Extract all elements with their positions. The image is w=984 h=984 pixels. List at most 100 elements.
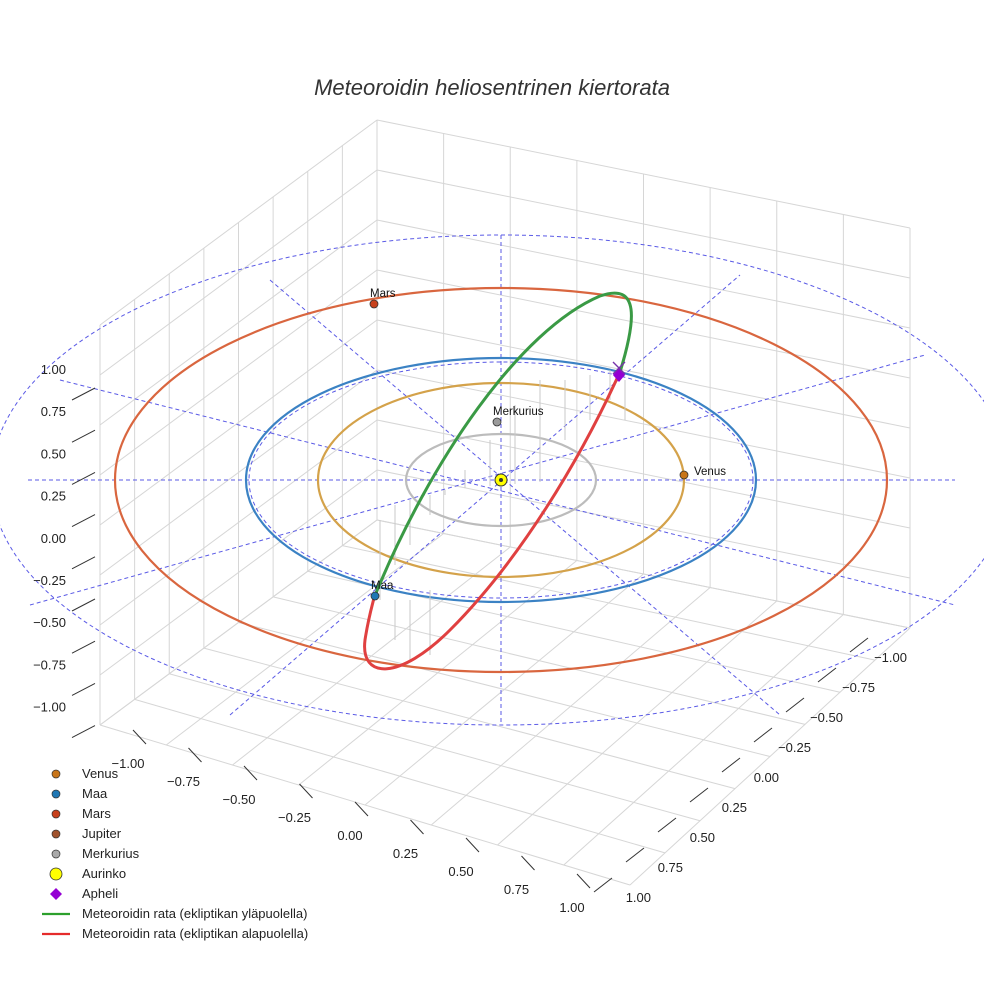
z-tick-label: −1.00 [33,700,66,715]
grid-line [99,419,378,626]
y-tick-label: 0.25 [722,800,747,815]
z-tick-label: 1.00 [41,362,66,377]
planet-orbits [113,286,889,674]
z-tick-mark [71,556,96,570]
z-tick-label: 0.00 [41,531,66,546]
x-tick-mark [243,765,258,781]
label-merkurius: Merkurius [493,406,544,418]
planet-markers: Venus Maa Mars Merkurius [369,288,726,601]
legend-marker [51,789,61,799]
legend-label: Merkurius [82,846,140,861]
legend-marker [51,809,61,819]
grid [99,119,911,886]
marker-mars [369,299,379,309]
orbit-merkurius [404,432,598,528]
axis-ticks: 1.00 0.75 0.50 0.25 0.00 −0.25 −0.50 −0.75 −1.00… [33,362,907,915]
grid-line [99,119,378,326]
x-tick-label: 0.75 [504,882,529,897]
grid-line [430,587,711,826]
z-tick-mark [71,598,96,612]
grid-line [273,596,806,725]
label-mars: Mars [370,288,396,300]
x-tick-label: −1.00 [112,756,145,771]
y-tick-mark [625,847,645,863]
z-tick-mark [71,725,96,739]
y-tick-mark [817,667,837,683]
y-tick-label: 0.00 [754,770,779,785]
z-tick-mark [71,640,96,654]
y-tick-mark [721,757,741,773]
grid-line [342,545,876,661]
grid-line [563,614,844,866]
y-tick-mark [849,637,869,653]
y-tick-label: 0.50 [690,830,715,845]
sun-core [499,478,503,482]
x-tick-mark [132,729,147,745]
x-tick-mark [354,801,369,817]
grid-line [99,219,378,426]
x-tick-label: 0.50 [448,864,473,879]
y-tick-mark [593,877,613,893]
x-tick-label: −0.75 [167,774,200,789]
grid-line [99,469,378,676]
meteoroid-path-below [363,371,622,671]
x-tick-mark [410,819,424,835]
aphelion-cross [612,361,626,375]
y-tick-label: −0.75 [842,680,875,695]
legend-marker [51,849,61,859]
legend-label: Maa [82,786,108,801]
y-tick-mark [657,817,677,833]
x-tick-label: −0.50 [223,792,256,807]
legend-label: Jupiter [82,826,122,841]
orbit-mars [113,286,889,674]
y-tick-mark [689,787,709,803]
legend-label: Meteoroidin rata (ekliptikan alapuolella… [82,926,308,941]
label-venus: Venus [694,466,726,478]
z-tick-mark [71,429,96,443]
legend-label: Mars [82,806,111,821]
orbit-venus [316,381,686,579]
y-tick-label: −1.00 [874,650,907,665]
legend-label: Meteoroidin rata (ekliptikan yläpuolella… [82,906,307,921]
y-tick-label: 0.75 [658,860,683,875]
z-tick-label: 0.25 [41,489,66,504]
grid-line [376,219,911,329]
x-tick-label: −0.25 [278,810,311,825]
marker-merkurius [492,417,502,427]
grid-line [497,600,778,846]
y-tick-mark [785,697,805,713]
legend-marker [51,769,61,779]
marker-maa [370,591,380,601]
meteoroid-droplines [379,370,626,660]
grid-line [99,369,378,576]
legend-marker [50,888,62,900]
x-tick-mark [465,837,480,853]
z-tick-mark [71,514,96,528]
legend-label: Apheli [82,886,118,901]
x-tick-label: 0.00 [337,828,362,843]
grid-line [376,119,911,229]
x-tick-label: 1.00 [559,900,584,915]
y-tick-label: −0.50 [810,710,843,725]
grid-line [99,169,378,376]
legend-marker [51,829,61,839]
z-tick-label: 0.75 [41,404,66,419]
legend-marker [49,867,63,881]
legend: Venus Maa Mars Jupiter Merkurius Aurinko Aphel… [42,766,308,941]
y-tick-mark [753,727,773,743]
x-tick-label: 0.25 [393,846,418,861]
grid-line [376,319,911,429]
grid-line [376,369,911,479]
guide-line [229,274,741,716]
z-tick-mark [71,471,96,485]
meteoroid-path-above [372,291,633,599]
grid-line [376,519,911,629]
grid-line [99,269,378,476]
label-maa: Maa [371,580,394,592]
grid-line [376,469,911,579]
x-tick-mark [521,855,535,871]
grid-line [376,169,911,279]
outer-dashed-ring [0,234,984,726]
guide-line [29,354,926,606]
